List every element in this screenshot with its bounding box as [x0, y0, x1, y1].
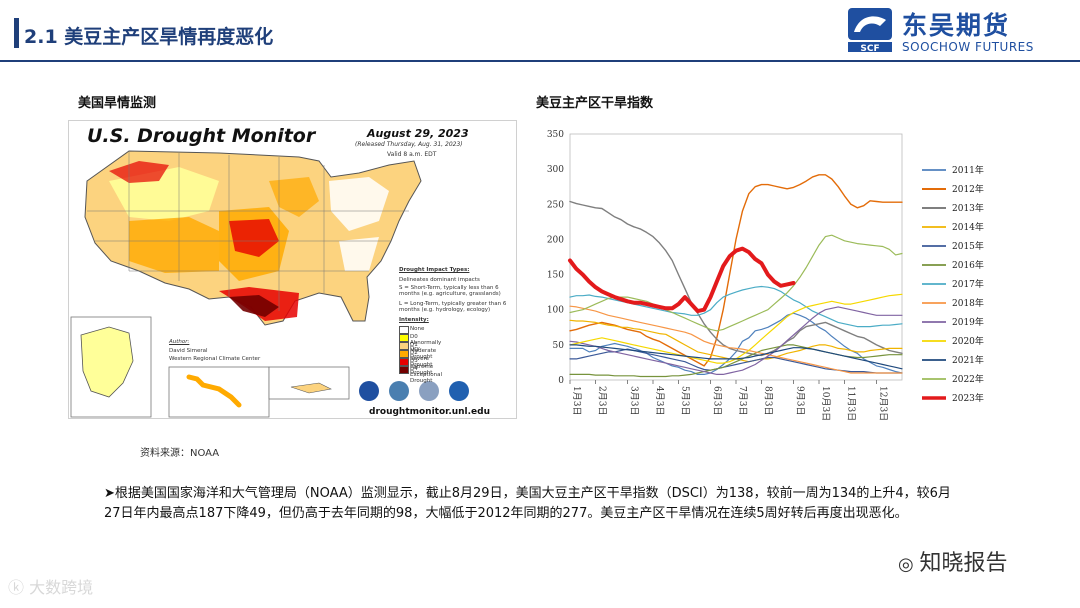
legend-label: 2017年 [952, 278, 984, 290]
x-tick-label: 12月3日 [877, 386, 888, 421]
map-valid-note: Valid 8 a.m. EDT [387, 151, 437, 158]
plot-area [569, 133, 903, 381]
intensity-label: D0 Abnormally Dry [410, 334, 442, 352]
legend-label: 2014年 [952, 221, 984, 233]
legend-label: 2020年 [952, 335, 984, 347]
x-tick-label: 7月3日 [737, 386, 748, 415]
author-name: David Simeral [169, 348, 208, 354]
map-url: droughtmonitor.unl.edu [369, 407, 491, 417]
series-line-2013年 [569, 200, 903, 357]
impact-legend-title: Drought Impact Types: [399, 267, 470, 273]
impact-legend-item: S = Short-Term, typically less than 6 mo… [399, 285, 501, 297]
map-date: August 29, 2023 [367, 127, 469, 140]
chart-panel-label: 美豆主产区干旱指数 [536, 96, 654, 111]
legend-label: 2016年 [952, 259, 984, 271]
series-line-2019年 [569, 306, 903, 375]
series-line-2023年 [568, 246, 796, 314]
intensity-swatch [399, 326, 409, 334]
x-tick-label: 4月3日 [654, 386, 665, 415]
watermark-text: 知晓报告 [919, 551, 1008, 576]
title-bar: 2.1 美豆主产区旱情再度恶化 SCF 东吴期货 SOOCHOW FUTURES [0, 0, 1080, 62]
x-tick-label: 8月3日 [763, 386, 774, 415]
intensity-label: D2 Severe Drought [410, 350, 433, 368]
legend-label: 2012年 [952, 183, 984, 195]
analysis-paragraph: ➤根据美国国家海洋和大气管理局（NOAA）监测显示，截止8月29日，美国大豆主产… [104, 486, 951, 521]
legend-label: 2019年 [952, 316, 984, 328]
legend-label: 2011年 [952, 164, 984, 176]
x-tick-label: 5月3日 [680, 386, 691, 415]
drought-monitor-map: U.S. Drought Monitor August 29, 2023 (Re… [68, 120, 517, 419]
y-tick-label: 200 [547, 235, 564, 245]
logo-mark-text: SCF [860, 44, 879, 54]
map-released-note: (Released Thursday, Aug. 31, 2023) [355, 141, 463, 148]
y-tick-label: 150 [547, 271, 564, 281]
y-tick-label: 50 [553, 341, 565, 351]
title-divider [0, 60, 1080, 62]
intensity-swatch [399, 358, 409, 366]
intensity-label: D1 Moderate Drought [410, 342, 437, 360]
y-tick-label: 250 [547, 200, 564, 210]
logo-chinese-name: 东吴期货 [902, 11, 1011, 40]
intensity-label: D4 Exceptional Drought [410, 366, 442, 384]
footer-left-watermark: ⓚ 大数跨境 [8, 574, 93, 598]
x-tick-label: 1月3日 [571, 386, 582, 415]
legend-label: 2018年 [952, 297, 984, 309]
legend-label: 2021年 [952, 354, 984, 366]
series-line-2022年 [569, 234, 903, 332]
intensity-swatch [399, 366, 409, 374]
company-logo: SCF 东吴期货 SOOCHOW FUTURES [846, 4, 1066, 58]
y-tick-label: 350 [547, 130, 564, 140]
intensity-legend-title: Intensity: [399, 317, 429, 323]
logo-english-name: SOOCHOW FUTURES [902, 40, 1034, 54]
x-tick-label: 2月3日 [597, 386, 608, 415]
series-line-2018年 [569, 305, 903, 374]
intensity-label: D3 Extreme Drought [410, 358, 434, 376]
x-tick-label: 10月3日 [820, 386, 831, 421]
x-tick-label: 6月3日 [711, 386, 722, 415]
map-title: U.S. Drought Monitor [87, 125, 316, 147]
map-panel-label: 美国旱情监测 [78, 96, 157, 111]
dsci-line-chart: 0 50 100 150 200 250 300 350 1月3日 2月3日 3月3日 4月3日 5月3… [547, 130, 984, 421]
map-graphic [70, 150, 469, 418]
impact-legend-item: L = Long-Term, typically greater than 6 … [399, 301, 507, 313]
title-accent-bar [14, 18, 19, 48]
intensity-swatch [399, 342, 409, 350]
wechat-icon: ◎ [898, 554, 920, 575]
y-tick-label: 300 [547, 165, 564, 175]
author-org: Western Regional Climate Center [169, 356, 261, 362]
watermark-text: 大数跨境 [29, 578, 94, 597]
x-tick-label: 11月3日 [846, 386, 857, 421]
series-line-2012年 [569, 174, 903, 367]
legend-label: 2015年 [952, 240, 984, 252]
footer-right-watermark: ◎ 知晓报告 [898, 545, 1007, 577]
series-line-2011年 [569, 312, 903, 375]
x-tick-label: 9月3日 [794, 386, 805, 415]
series-line-2021年 [569, 344, 903, 370]
intensity-label: None [410, 326, 425, 332]
legend-label: 2023年 [952, 392, 984, 404]
impact-legend-item: Delineates dominant impacts [399, 277, 480, 283]
legend-label: 2013年 [952, 202, 984, 214]
y-tick-label: 0 [558, 376, 564, 386]
source-note: 资料来源：NOAA [140, 448, 220, 459]
x-tick-label: 3月3日 [628, 386, 639, 415]
watermark-icon: ⓚ [8, 578, 30, 597]
y-tick-label: 100 [547, 306, 564, 316]
slide-title: 2.1 美豆主产区旱情再度恶化 [24, 26, 274, 48]
logo-mark-icon: SCF [848, 8, 892, 54]
intensity-swatch [399, 350, 409, 358]
author-label: Author: [169, 339, 190, 345]
legend-label: 2022年 [952, 373, 984, 385]
intensity-swatch [399, 334, 409, 342]
